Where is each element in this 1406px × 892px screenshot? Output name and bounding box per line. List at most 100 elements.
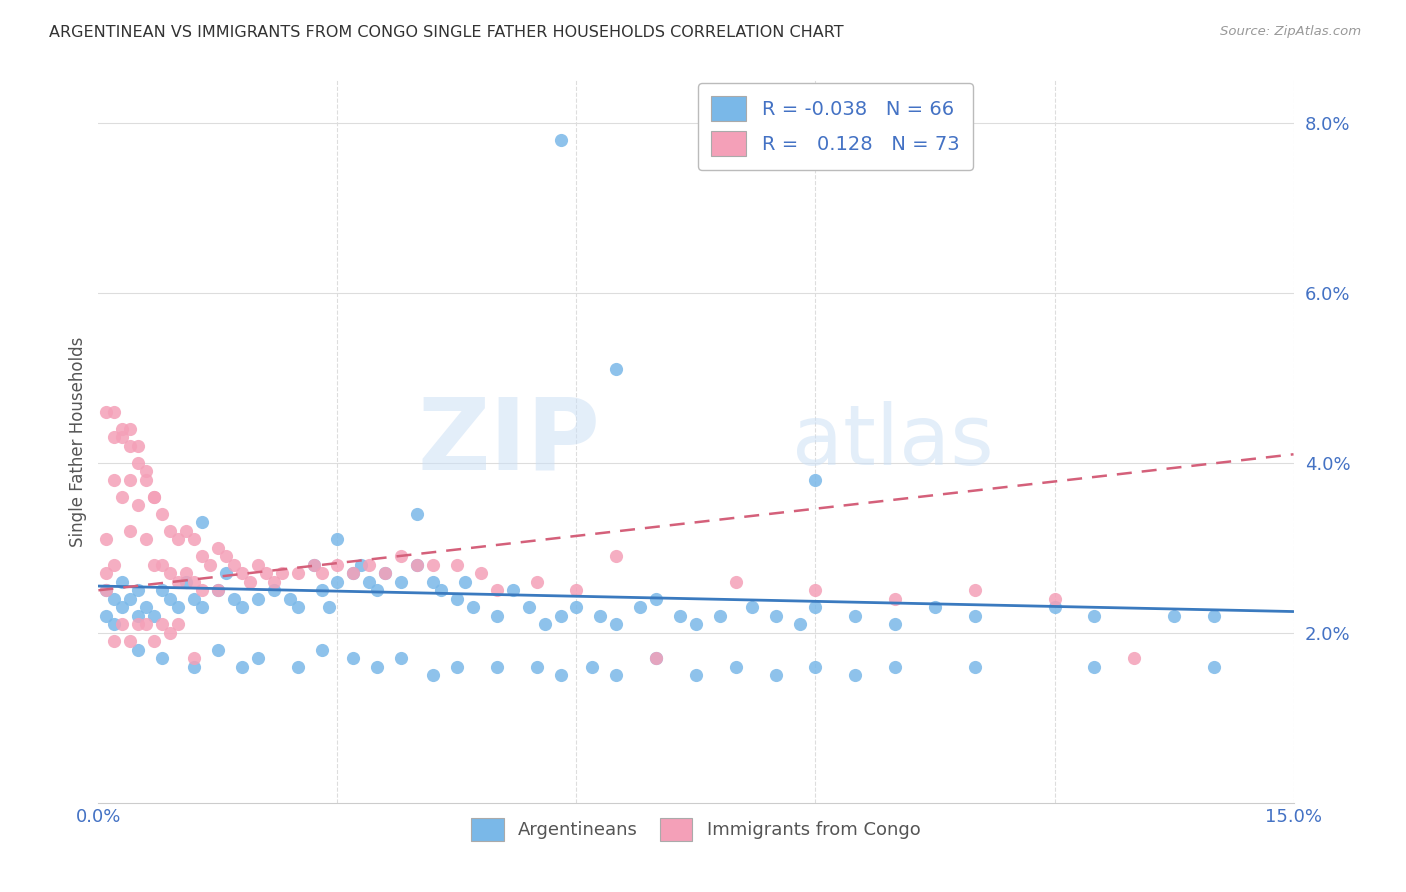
Point <box>1163 608 1185 623</box>
Point <box>526 574 548 589</box>
Point <box>430 583 453 598</box>
Point <box>550 133 572 147</box>
Point <box>150 507 173 521</box>
Point <box>645 591 668 606</box>
Point <box>724 574 747 589</box>
Point <box>159 566 181 581</box>
Point <box>454 574 477 589</box>
Point <box>366 660 388 674</box>
Point <box>143 558 166 572</box>
Point <box>342 566 364 581</box>
Point <box>605 549 627 564</box>
Point <box>111 430 134 444</box>
Point <box>135 600 157 615</box>
Point <box>311 642 333 657</box>
Text: Source: ZipAtlas.com: Source: ZipAtlas.com <box>1220 25 1361 38</box>
Point <box>1043 591 1066 606</box>
Point <box>804 660 827 674</box>
Point <box>120 524 142 538</box>
Point <box>127 439 149 453</box>
Point <box>470 566 492 581</box>
Point <box>485 583 508 598</box>
Point <box>605 668 627 682</box>
Point <box>150 651 173 665</box>
Point <box>1083 660 1105 674</box>
Point <box>183 574 205 589</box>
Point <box>485 608 508 623</box>
Point <box>287 660 309 674</box>
Point <box>183 660 205 674</box>
Point <box>605 617 627 632</box>
Point <box>127 456 149 470</box>
Point <box>167 600 190 615</box>
Point <box>422 558 444 572</box>
Point <box>127 608 149 623</box>
Point <box>389 549 412 564</box>
Point <box>120 591 142 606</box>
Point <box>167 617 190 632</box>
Point <box>143 608 166 623</box>
Point <box>103 634 125 648</box>
Point <box>550 668 572 682</box>
Point <box>96 608 118 623</box>
Point <box>765 668 787 682</box>
Point <box>127 583 149 598</box>
Point <box>741 600 763 615</box>
Point <box>1202 660 1225 674</box>
Point <box>167 574 190 589</box>
Point <box>246 558 269 572</box>
Point <box>103 558 125 572</box>
Point <box>231 566 253 581</box>
Point <box>246 651 269 665</box>
Point <box>884 617 907 632</box>
Point <box>207 583 229 598</box>
Point <box>143 490 166 504</box>
Point <box>342 566 364 581</box>
Point <box>804 583 827 598</box>
Legend: Argentineans, Immigrants from Congo: Argentineans, Immigrants from Congo <box>464 810 928 848</box>
Point <box>127 498 149 512</box>
Point <box>103 617 125 632</box>
Point <box>685 668 707 682</box>
Point <box>215 566 238 581</box>
Point <box>263 583 285 598</box>
Point <box>804 473 827 487</box>
Point <box>183 591 205 606</box>
Point <box>1043 600 1066 615</box>
Point <box>191 549 214 564</box>
Text: atlas: atlas <box>792 401 993 482</box>
Point <box>1202 608 1225 623</box>
Point <box>326 574 349 589</box>
Point <box>183 651 205 665</box>
Point <box>120 634 142 648</box>
Point <box>374 566 396 581</box>
Point <box>96 566 118 581</box>
Point <box>111 600 134 615</box>
Point <box>263 574 285 589</box>
Point <box>645 651 668 665</box>
Point <box>96 583 118 598</box>
Point <box>135 473 157 487</box>
Point <box>135 533 157 547</box>
Point <box>191 516 214 530</box>
Point <box>191 583 214 598</box>
Point <box>963 583 986 598</box>
Point <box>254 566 277 581</box>
Point <box>159 591 181 606</box>
Point <box>103 405 125 419</box>
Y-axis label: Single Father Households: Single Father Households <box>69 336 87 547</box>
Point <box>517 600 540 615</box>
Point <box>461 600 484 615</box>
Point <box>446 558 468 572</box>
Point <box>222 558 245 572</box>
Point <box>311 583 333 598</box>
Point <box>215 549 238 564</box>
Point <box>174 574 197 589</box>
Point <box>359 558 381 572</box>
Point <box>287 566 309 581</box>
Point <box>318 600 340 615</box>
Text: ZIP: ZIP <box>418 393 600 490</box>
Point <box>159 524 181 538</box>
Point <box>924 600 946 615</box>
Point <box>389 651 412 665</box>
